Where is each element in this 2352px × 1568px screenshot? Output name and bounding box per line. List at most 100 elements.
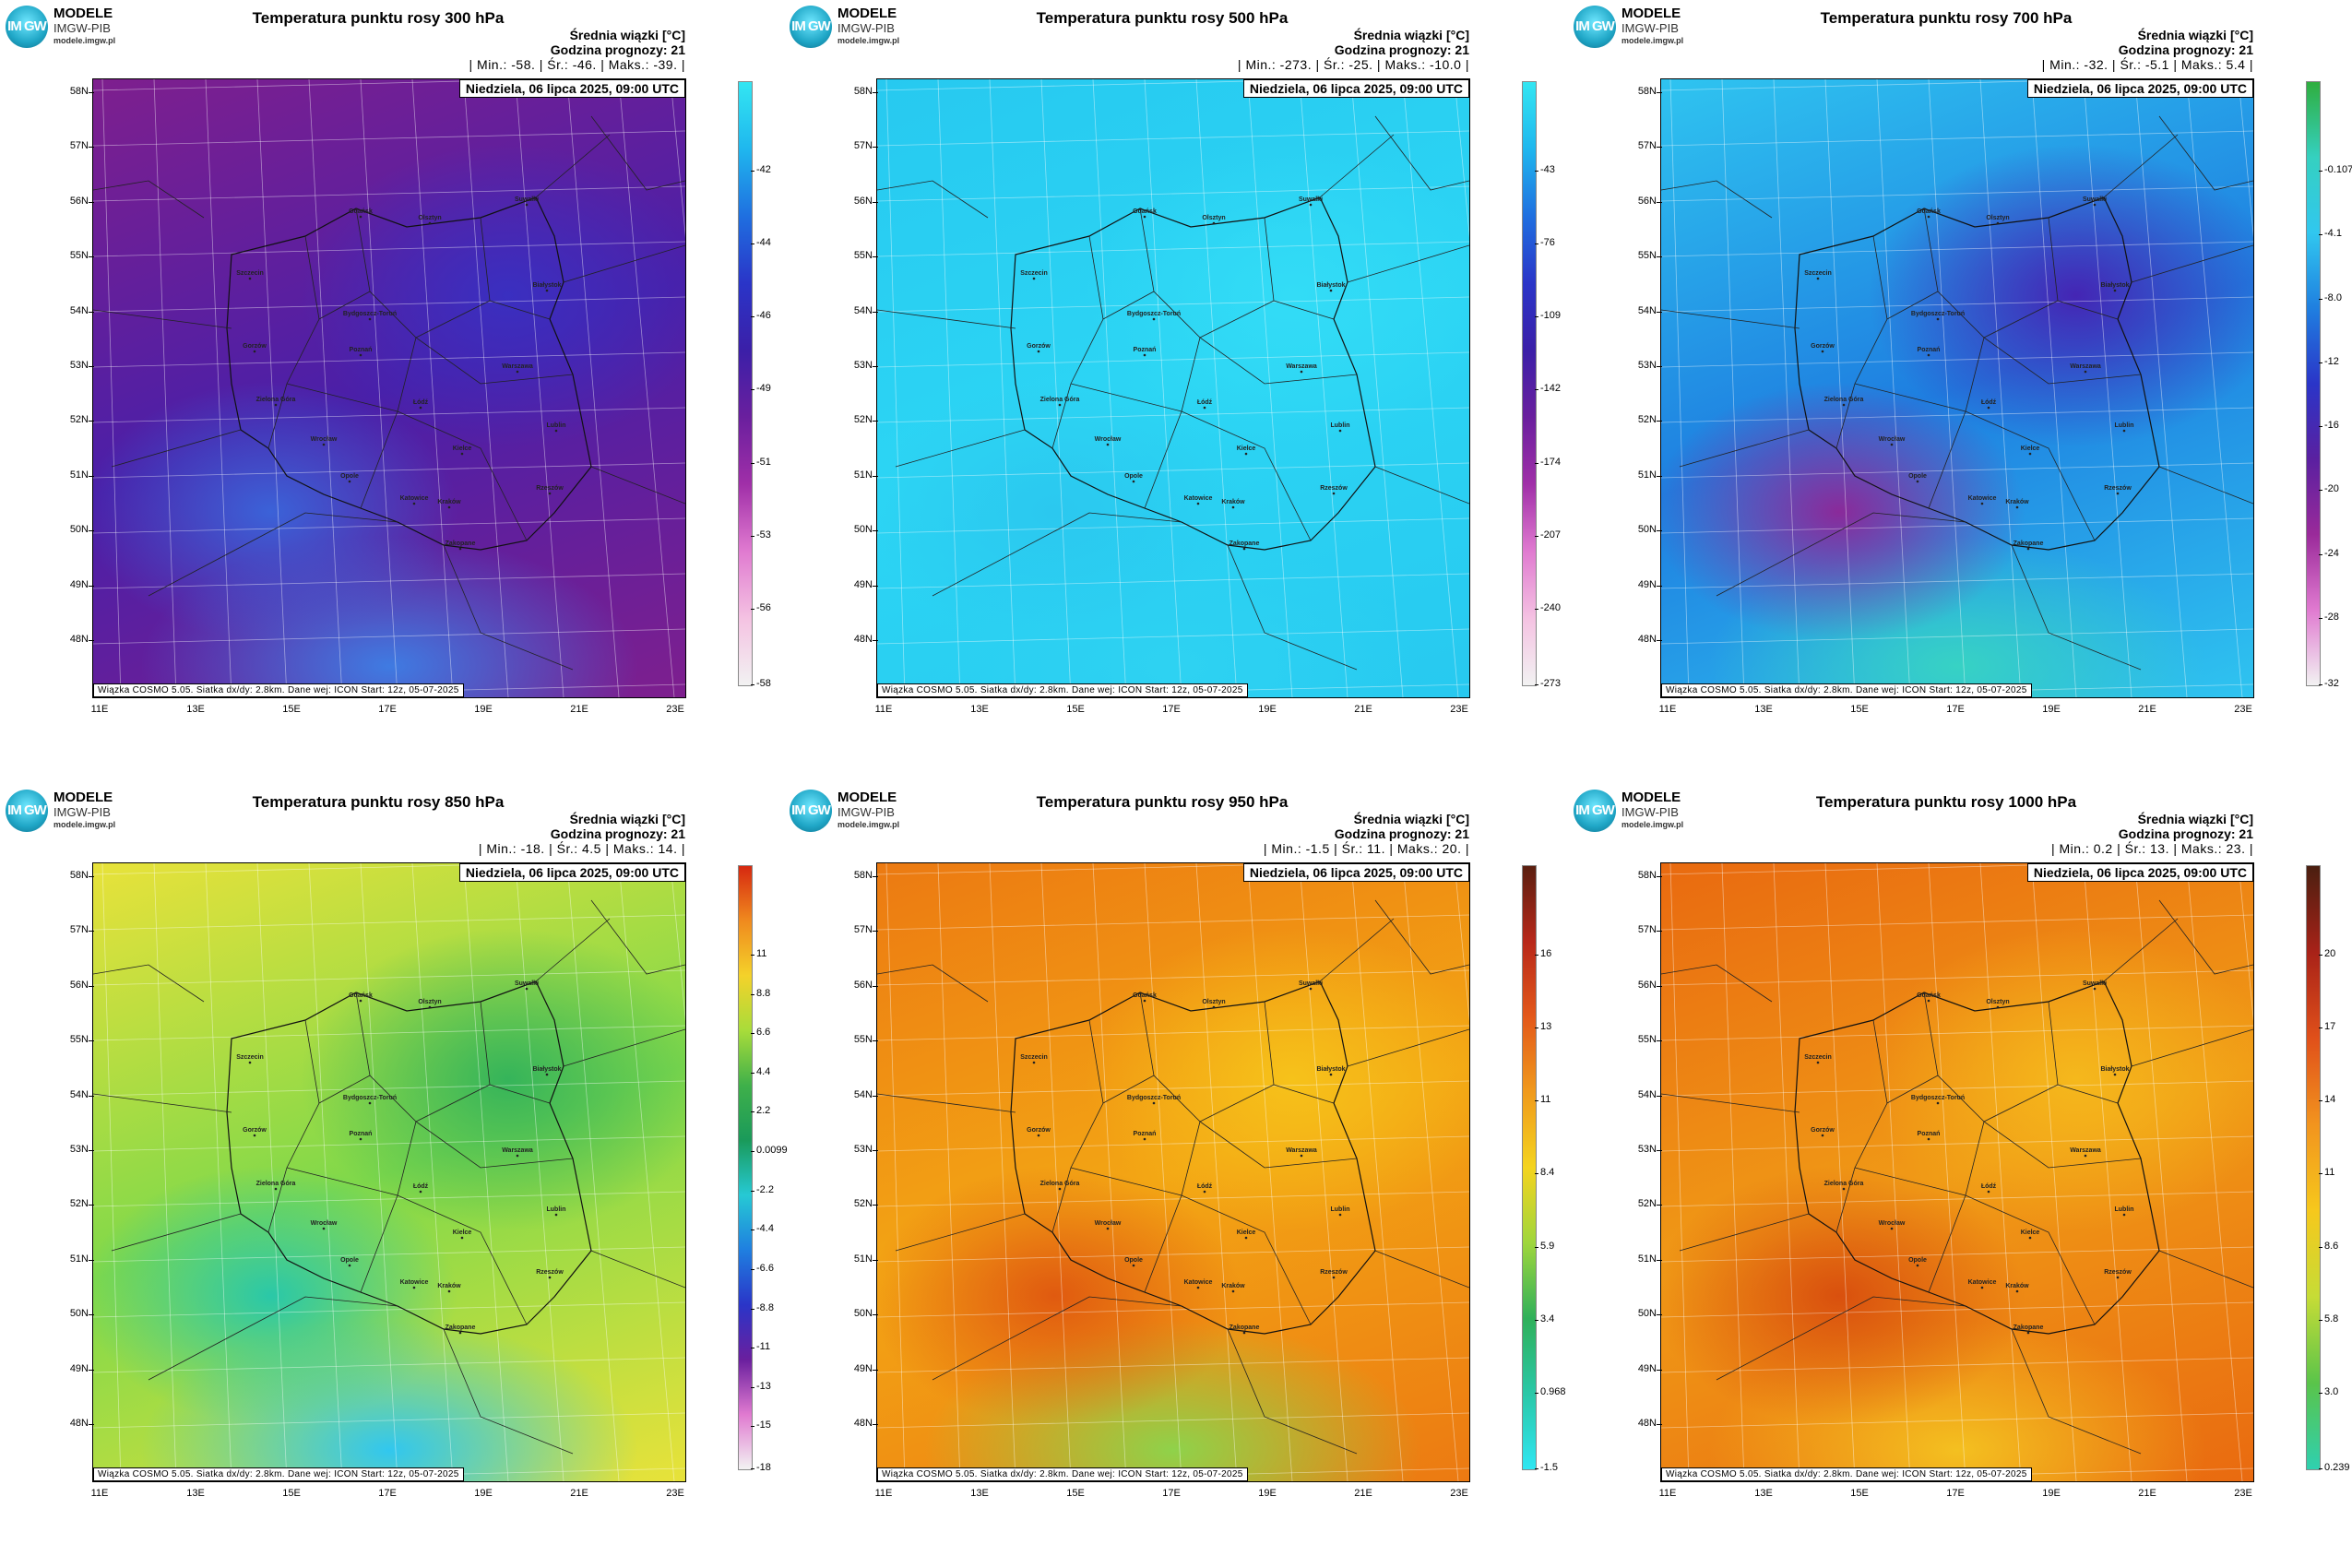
latitude-label: 55N bbox=[832, 1034, 878, 1045]
graticule-line bbox=[877, 969, 1469, 986]
colorbar-label: -51 bbox=[751, 456, 771, 468]
city-label: Rzeszów bbox=[1320, 1269, 1348, 1276]
city-label: Poznań bbox=[1918, 347, 1941, 353]
longitude-label: 13E bbox=[1754, 704, 1773, 715]
graticule-line bbox=[93, 914, 685, 931]
colorbar-label: -240 bbox=[1534, 601, 1562, 613]
city-label: Lublin bbox=[1331, 1206, 1350, 1213]
map-overlay: Gdańsk Olsztyn Suwałki Białystok Szczecin Byd… bbox=[1661, 863, 2253, 1481]
dewpoint-map: Gdańsk Olsztyn Suwałki Białystok Szczecin Byd… bbox=[92, 78, 686, 698]
forecast-hour-label: Godzina prognozy: 21 bbox=[2118, 42, 2253, 57]
latitude-label: 52N bbox=[1616, 1198, 1662, 1209]
city-marker bbox=[2116, 1276, 2120, 1279]
stats-line: | Min.: 0.2 | Śr.: 13. | Maks.: 23. | bbox=[2050, 841, 2253, 856]
colorbar-label: 4.4 bbox=[750, 1065, 771, 1077]
city-label: Suwałki bbox=[515, 980, 539, 987]
city-marker bbox=[1927, 215, 1930, 219]
city-label: Bydgoszcz-Toruń bbox=[1911, 311, 1965, 317]
colorbar-label: 11 bbox=[1534, 1094, 1551, 1106]
colorbar-label: -109 bbox=[1534, 310, 1562, 322]
city-label: Warszawa bbox=[502, 363, 533, 370]
city-marker bbox=[1132, 480, 1135, 483]
colorbar-label: -142 bbox=[1534, 383, 1562, 395]
city-marker bbox=[1196, 502, 1200, 505]
latitude-label: 55N bbox=[1616, 1034, 1662, 1045]
city-label: Szczecin bbox=[1020, 1054, 1048, 1061]
city-marker bbox=[1300, 370, 1303, 374]
graticule-line bbox=[566, 863, 620, 1481]
graticule-line bbox=[877, 351, 1469, 368]
city-label: Gorzów bbox=[243, 343, 267, 350]
city-marker bbox=[1927, 1137, 1930, 1141]
city-label: Katowice bbox=[1184, 1279, 1213, 1286]
voivodeship-borders bbox=[1835, 992, 2142, 1325]
ensemble-mean-label: Średnia wiązki [°C] bbox=[2137, 812, 2253, 826]
imgw-logo: IM GW MODELE IMGW-PIB modele.imgw.pl bbox=[6, 790, 153, 834]
city-marker bbox=[1329, 1073, 1333, 1076]
graticule-line bbox=[877, 1357, 1469, 1373]
city-label: Olsztyn bbox=[418, 215, 441, 221]
city-label: Katowice bbox=[1184, 495, 1213, 502]
longitude-label: 13E bbox=[186, 1488, 205, 1499]
city-label: Zielona Góra bbox=[1040, 397, 1080, 403]
city-marker bbox=[1996, 1005, 2000, 1009]
graticule-line bbox=[93, 517, 685, 534]
ensemble-mean-label: Średnia wiązki [°C] bbox=[569, 812, 685, 826]
imgw-logo: IM GW MODELE IMGW-PIB modele.imgw.pl bbox=[790, 790, 937, 834]
badge-text: IM GW bbox=[1575, 802, 1615, 818]
latitude-label: 50N bbox=[48, 1308, 94, 1319]
city-marker bbox=[1842, 1187, 1846, 1191]
dewpoint-map: Gdańsk Olsztyn Suwałki Białystok Szczecin Byd… bbox=[1660, 862, 2254, 1482]
panel-meta: Średnia wiązki [°C] Godzina prognozy: 21 |… bbox=[2042, 28, 2253, 72]
graticule-line bbox=[93, 1080, 685, 1097]
longitude-label: 23E bbox=[666, 1488, 684, 1499]
city-marker bbox=[1890, 1227, 1894, 1230]
city-label: Zielona Góra bbox=[256, 1181, 296, 1187]
city-label: Kielce bbox=[453, 445, 472, 452]
city-label: Wrocław bbox=[1095, 436, 1122, 443]
city-marker bbox=[1309, 203, 1313, 207]
city-label: Zakopane bbox=[1229, 1324, 1260, 1331]
city-label: Kraków bbox=[437, 1283, 461, 1289]
city-label: Gorzów bbox=[1811, 1127, 1835, 1134]
city-label: Katowice bbox=[1968, 495, 1997, 502]
forecast-hour-label: Godzina prognozy: 21 bbox=[550, 42, 685, 57]
panel-meta: Średnia wiązki [°C] Godzina prognozy: 21 |… bbox=[1264, 812, 1469, 856]
city-marker bbox=[359, 999, 362, 1003]
city-marker bbox=[1032, 1061, 1036, 1064]
panel-title: Temperatura punktu rosy 950 hPa bbox=[1036, 793, 1289, 811]
city-label: Lublin bbox=[2115, 422, 2134, 429]
colorbar bbox=[738, 865, 753, 1470]
city-marker bbox=[1242, 547, 1246, 551]
city-marker bbox=[1338, 429, 1342, 433]
colorbar-label: -11 bbox=[750, 1341, 771, 1353]
valid-date-box: Niedziela, 06 lipca 2025, 09:00 UTC bbox=[2026, 79, 2253, 98]
city-label: Olsztyn bbox=[1986, 999, 2009, 1005]
graticule-line bbox=[1661, 969, 2253, 986]
colorbar-label: -8.0 bbox=[2319, 291, 2342, 303]
forecast-panel: IM GW MODELE IMGW-PIB modele.imgw.pl Tempera… bbox=[1568, 784, 2352, 1568]
city-marker bbox=[1152, 317, 1156, 321]
city-marker bbox=[1329, 289, 1333, 292]
graticule-line bbox=[256, 79, 288, 697]
forecast-panel: IM GW MODELE IMGW-PIB modele.imgw.pl Tempera… bbox=[784, 784, 1568, 1568]
graticule-line bbox=[93, 1135, 685, 1152]
field-shading bbox=[1661, 863, 2253, 1481]
city-label: Gdańsk bbox=[1917, 992, 1941, 999]
neighbor-borders bbox=[93, 115, 685, 671]
latitude-label: 55N bbox=[48, 250, 94, 261]
forecast-hour-label: Godzina prognozy: 21 bbox=[550, 826, 685, 841]
logo-url: modele.imgw.pl bbox=[837, 36, 900, 45]
city-label: Szczecin bbox=[236, 1054, 264, 1061]
city-marker bbox=[412, 502, 416, 505]
city-marker bbox=[516, 1154, 519, 1158]
graticule-line bbox=[93, 79, 552, 91]
longitude-label: 23E bbox=[1450, 704, 1468, 715]
panel-title: Temperatura punktu rosy 1000 hPa bbox=[1815, 793, 2077, 811]
latitude-label: 58N bbox=[48, 86, 94, 97]
city-marker bbox=[548, 492, 552, 495]
city-label: Opole bbox=[340, 473, 359, 480]
valid-date-box: Niedziela, 06 lipca 2025, 09:00 UTC bbox=[1242, 863, 1469, 882]
panel-meta: Średnia wiązki [°C] Godzina prognozy: 21 |… bbox=[469, 28, 686, 72]
city-label: Łódź bbox=[1981, 1183, 1997, 1190]
